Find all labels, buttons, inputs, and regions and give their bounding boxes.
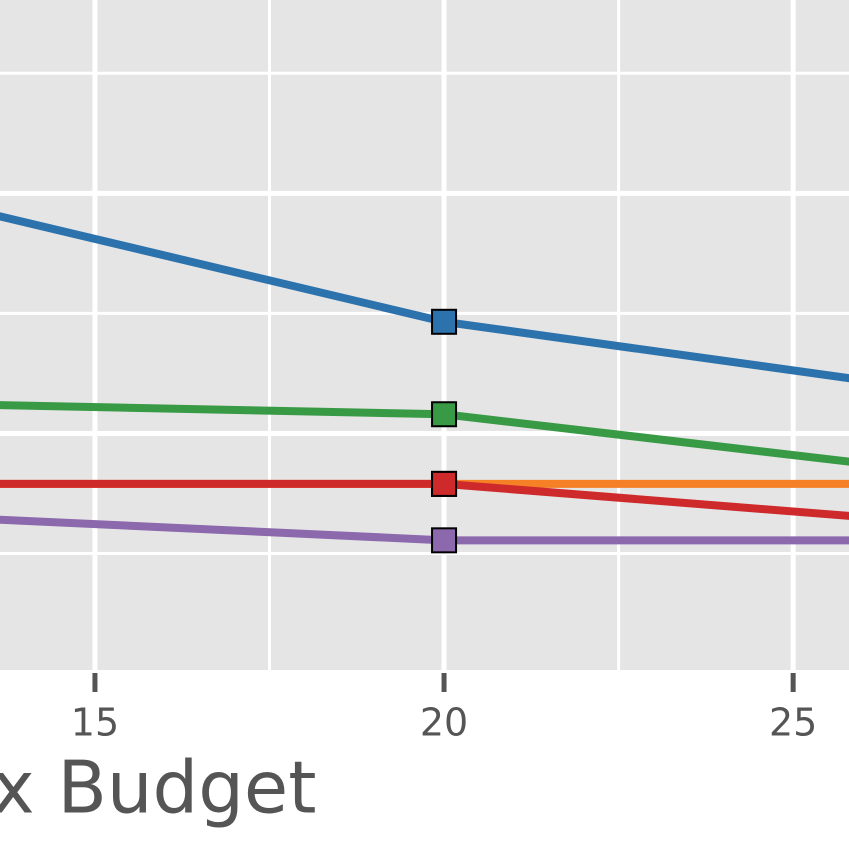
plot-lines xyxy=(0,212,849,554)
data-point xyxy=(431,401,458,428)
grid xyxy=(0,0,849,670)
x-axis: 15 20 25 xyxy=(71,673,817,745)
x-axis-label: x Budget xyxy=(0,746,316,830)
x-tick-label: 20 xyxy=(420,701,468,745)
data-point xyxy=(431,527,458,554)
data-point xyxy=(431,308,458,335)
data-point xyxy=(431,470,458,497)
plot-background xyxy=(0,0,849,670)
x-tick-label: 25 xyxy=(769,701,817,745)
x-tick-label: 15 xyxy=(71,701,119,745)
